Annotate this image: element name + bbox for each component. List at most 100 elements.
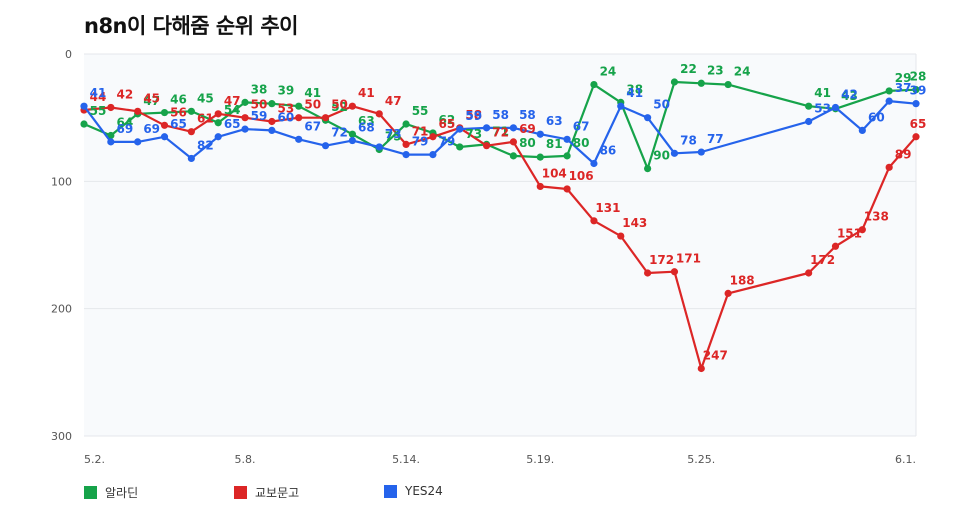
data-point[interactable] (590, 159, 598, 168)
data-label: 45 (197, 91, 214, 105)
data-point[interactable] (482, 124, 491, 132)
y-tick-label: 200 (51, 303, 72, 316)
plot-background (84, 54, 916, 436)
data-point[interactable] (805, 269, 813, 277)
data-point[interactable] (509, 152, 518, 160)
data-point[interactable] (429, 133, 437, 141)
data-point[interactable] (509, 124, 518, 132)
data-point[interactable] (295, 102, 303, 110)
data-label: 47 (143, 94, 160, 108)
data-point[interactable] (509, 138, 518, 146)
data-point[interactable] (348, 136, 356, 145)
data-point[interactable] (724, 289, 732, 297)
data-point[interactable] (670, 78, 679, 86)
data-point[interactable] (348, 102, 356, 110)
data-point[interactable] (375, 143, 383, 151)
data-point[interactable] (295, 135, 303, 143)
data-point[interactable] (348, 130, 356, 138)
data-point[interactable] (295, 114, 303, 122)
data-point[interactable] (697, 364, 705, 373)
data-label: 43 (841, 89, 858, 103)
data-point[interactable] (644, 269, 652, 277)
legend-item-aladin[interactable]: 알라딘 (84, 484, 138, 501)
data-point[interactable] (321, 114, 330, 122)
data-point[interactable] (107, 138, 115, 146)
data-label: 80 (573, 136, 590, 150)
legend-item-yes24[interactable]: YES24 (384, 484, 443, 498)
data-point[interactable] (107, 103, 115, 112)
data-point[interactable] (858, 226, 866, 234)
data-point[interactable] (160, 133, 169, 141)
data-point[interactable] (644, 165, 652, 173)
data-point[interactable] (214, 133, 222, 141)
data-point[interactable] (563, 185, 571, 193)
data-point[interactable] (724, 80, 732, 89)
data-point[interactable] (858, 126, 866, 134)
data-label: 55 (412, 104, 429, 118)
data-point[interactable] (134, 138, 142, 146)
data-point[interactable] (912, 86, 920, 94)
data-point[interactable] (80, 120, 88, 128)
data-point[interactable] (536, 153, 544, 161)
data-point[interactable] (805, 102, 813, 110)
data-point[interactable] (241, 98, 249, 106)
data-point[interactable] (268, 100, 276, 108)
data-point[interactable] (644, 114, 652, 122)
data-point[interactable] (321, 142, 330, 150)
data-point[interactable] (214, 110, 222, 118)
data-point[interactable] (885, 87, 893, 95)
data-point[interactable] (912, 133, 920, 141)
data-point[interactable] (241, 125, 249, 133)
data-point[interactable] (590, 217, 598, 225)
data-point[interactable] (402, 150, 410, 159)
data-point[interactable] (402, 120, 410, 128)
data-label: 73 (465, 127, 482, 141)
data-label: 79 (412, 135, 429, 149)
data-point[interactable] (402, 140, 410, 149)
data-point[interactable] (536, 130, 544, 138)
data-label: 39 (278, 84, 295, 98)
data-point[interactable] (617, 102, 625, 110)
data-point[interactable] (885, 97, 893, 105)
data-point[interactable] (375, 110, 383, 118)
legend-item-kyobo[interactable]: 교보문고 (234, 484, 299, 501)
data-point[interactable] (670, 149, 679, 157)
data-label: 67 (304, 119, 321, 133)
data-point[interactable] (456, 125, 464, 133)
data-point[interactable] (429, 150, 437, 159)
data-point[interactable] (563, 152, 571, 160)
data-point[interactable] (831, 103, 840, 112)
data-point[interactable] (670, 268, 679, 276)
data-label: 68 (358, 121, 375, 135)
data-point[interactable] (241, 114, 249, 122)
data-point[interactable] (536, 182, 544, 191)
data-point[interactable] (268, 126, 276, 134)
data-point[interactable] (160, 108, 169, 117)
data-point[interactable] (187, 154, 195, 163)
data-point[interactable] (268, 117, 276, 126)
data-label: 106 (569, 169, 594, 183)
data-point[interactable] (134, 107, 142, 115)
data-point[interactable] (831, 242, 840, 250)
x-tick-label: 5.8. (235, 453, 256, 466)
data-point[interactable] (187, 128, 195, 136)
data-point[interactable] (590, 80, 598, 89)
data-point[interactable] (187, 107, 195, 115)
data-label: 72 (331, 126, 348, 140)
data-point[interactable] (456, 143, 464, 151)
data-point[interactable] (214, 119, 222, 127)
data-point[interactable] (617, 232, 625, 240)
legend-label-aladin: 알라딘 (105, 486, 139, 500)
data-point[interactable] (563, 135, 571, 143)
data-point[interactable] (160, 121, 169, 129)
data-point[interactable] (697, 148, 705, 156)
data-point[interactable] (805, 117, 813, 126)
data-point[interactable] (80, 102, 88, 110)
data-point[interactable] (482, 142, 491, 150)
data-label: 60 (868, 110, 885, 124)
data-label: 41 (90, 86, 107, 100)
data-point[interactable] (697, 79, 705, 87)
data-point[interactable] (885, 163, 893, 171)
data-point[interactable] (912, 100, 920, 108)
data-point[interactable] (107, 131, 115, 140)
